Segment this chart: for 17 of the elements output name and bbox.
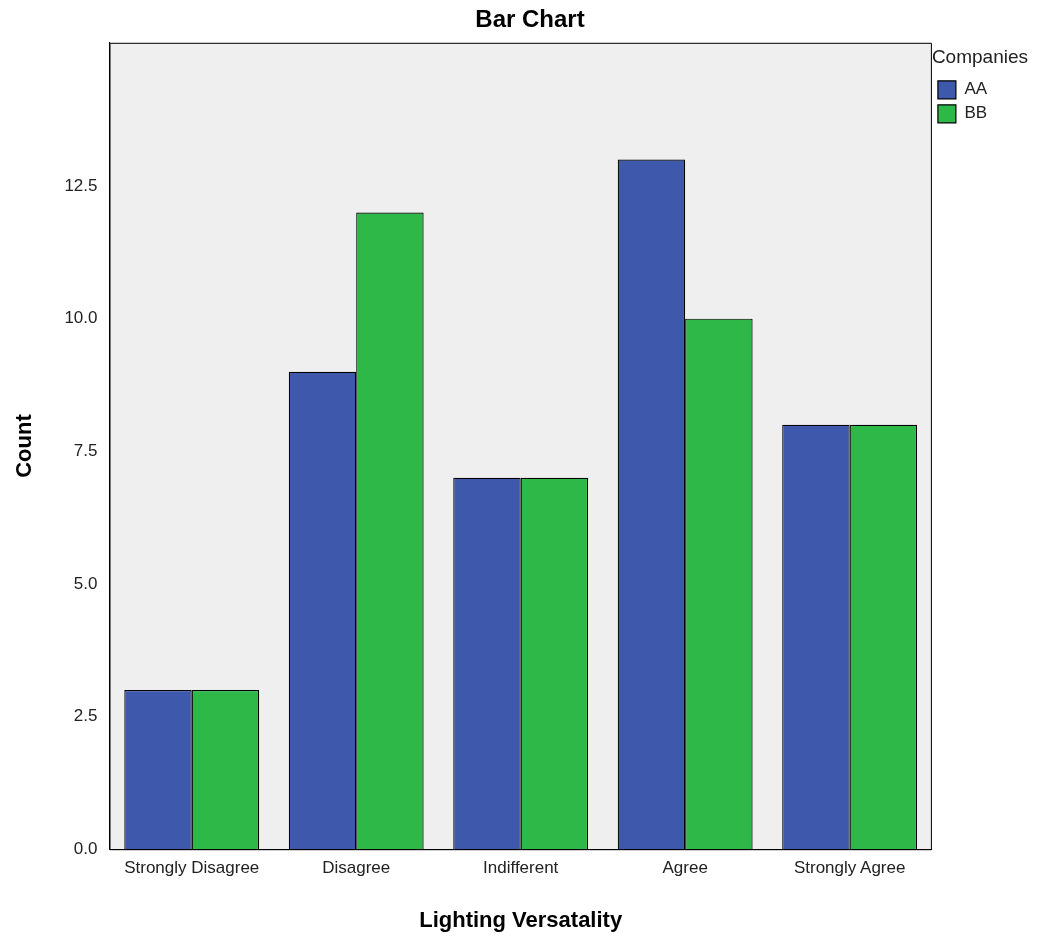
x-tick-label: Agree <box>662 858 708 878</box>
y-tick-label: 5.0 <box>73 573 98 593</box>
y-tick-label: 0.0 <box>73 838 98 858</box>
x-tick-label: Strongly Agree <box>793 858 906 878</box>
x-tick-label: Indifferent <box>483 858 559 878</box>
x-tick-label: Disagree <box>322 858 391 878</box>
y-tick-label: 7.5 <box>73 440 98 460</box>
legend-label: BB <box>964 103 988 123</box>
y-tick-label: 2.5 <box>73 706 98 726</box>
chart-title: Bar Chart <box>475 5 585 33</box>
y-axis-title: Count <box>11 413 37 478</box>
y-tick-label: 12.5 <box>64 175 98 195</box>
legend-title: Companies <box>931 45 1029 67</box>
x-tick-label: Strongly Disagree <box>124 858 260 878</box>
legend-label: AA <box>964 79 988 99</box>
y-tick-label: 10.0 <box>64 308 98 328</box>
x-axis-title: Lighting Versatality <box>419 906 623 932</box>
